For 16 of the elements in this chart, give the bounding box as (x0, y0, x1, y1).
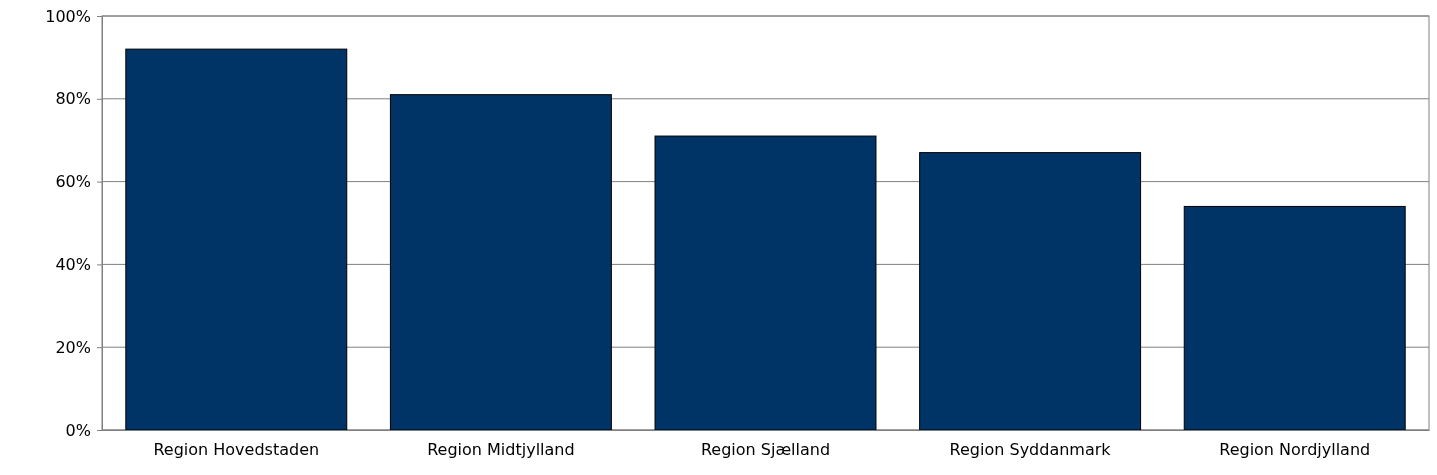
x-tick-label: Region Sjælland (700, 440, 831, 460)
bar (654, 135, 877, 431)
y-tick-label: 40% (55, 255, 91, 275)
bar (919, 152, 1142, 431)
y-tick-label: 80% (55, 89, 91, 109)
x-tick-label: Region Hovedstaden (153, 440, 320, 460)
y-tick-label: 0% (65, 420, 91, 440)
bar (125, 48, 348, 431)
x-tick-label: Region Midtjylland (427, 440, 575, 460)
x-tick-label: Region Syddanmark (949, 440, 1112, 460)
y-tick-label: 60% (55, 172, 91, 192)
bar (389, 94, 612, 431)
y-tick-label: 100% (45, 6, 91, 26)
x-tick-label: Region Nordjylland (1219, 440, 1371, 460)
bar (1183, 205, 1406, 431)
y-tick-label: 20% (55, 337, 91, 357)
